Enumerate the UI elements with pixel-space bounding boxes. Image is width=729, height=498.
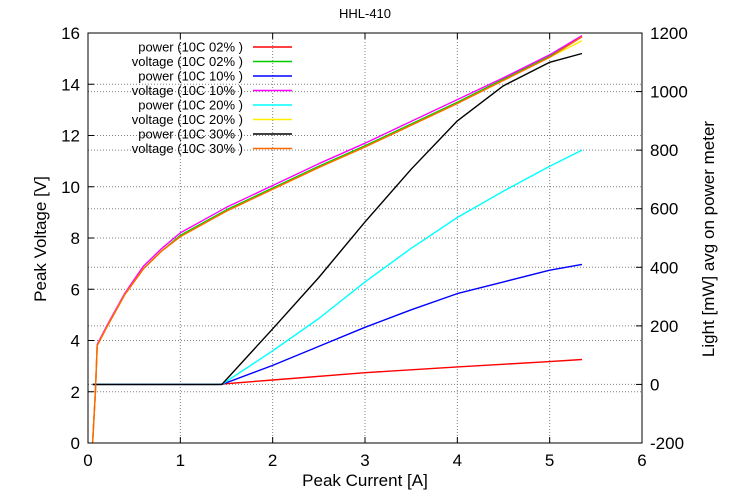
- grid: [88, 33, 642, 443]
- series-line-3: [92, 263, 583, 386]
- legend-label: voltage (10C 10% ): [132, 83, 243, 98]
- y-tick-labels: 0 2 4 6 8 10 12 14 16: [61, 24, 80, 453]
- y-axis-label: Peak Voltage [V]: [31, 176, 50, 302]
- series-line-1: [92, 358, 583, 386]
- legend-label: power (10C 10% ): [138, 69, 243, 84]
- y2-tick-label: 1200: [650, 24, 688, 43]
- y2-tick-label: -200: [650, 434, 684, 453]
- y-tick-label: 12: [61, 127, 80, 146]
- y2-tick-label: 1000: [650, 83, 688, 102]
- x-tick-label: 5: [545, 451, 554, 470]
- y2-tick-label: 400: [650, 258, 678, 277]
- y-tick-label: 14: [61, 75, 80, 94]
- y2-tick-label: 0: [650, 375, 659, 394]
- x-tick-label: 6: [637, 451, 646, 470]
- axis-ticks: [87, 32, 643, 444]
- x-tick-labels: 0 1 2 3 4 5 6: [83, 451, 646, 470]
- x-axis-label: Peak Current [A]: [302, 471, 428, 490]
- series-lines: [91, 34, 583, 444]
- y2-tick-labels: -200 0 200 400 600 800 1000 1200: [650, 24, 688, 453]
- series-line-7: [92, 52, 583, 386]
- x-tick-label: 2: [268, 451, 277, 470]
- y2-tick-label: 200: [650, 317, 678, 336]
- y2-tick-label: 600: [650, 200, 678, 219]
- y-tick-label: 4: [71, 332, 80, 351]
- y-tick-label: 10: [61, 178, 80, 197]
- y2-tick-label: 800: [650, 141, 678, 160]
- legend-label: voltage (10C 02% ): [132, 54, 243, 69]
- legend-label: voltage (10C 20% ): [132, 112, 243, 127]
- y-tick-label: 0: [71, 434, 80, 453]
- y-tick-label: 16: [61, 24, 80, 43]
- x-tick-label: 0: [83, 451, 92, 470]
- legend: power (10C 02% )voltage (10C 02% )power …: [132, 40, 292, 156]
- series-line-5: [92, 149, 583, 386]
- legend-label: voltage (10C 30% ): [132, 141, 243, 156]
- legend-label: power (10C 02% ): [138, 40, 243, 55]
- y-tick-label: 8: [71, 229, 80, 248]
- y-tick-label: 2: [71, 383, 80, 402]
- x-tick-label: 4: [453, 451, 462, 470]
- chart-title: HHL-410: [339, 6, 391, 21]
- x-tick-label: 3: [360, 451, 369, 470]
- legend-label: power (10C 20% ): [138, 98, 243, 113]
- y-tick-label: 6: [71, 280, 80, 299]
- series-line-8: [91, 36, 583, 444]
- y2-axis-label: Light [mW] avg on power meter: [699, 121, 718, 358]
- legend-label: power (10C 30% ): [138, 127, 243, 142]
- x-tick-label: 1: [176, 451, 185, 470]
